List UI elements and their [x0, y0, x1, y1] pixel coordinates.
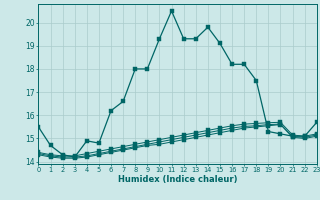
- X-axis label: Humidex (Indice chaleur): Humidex (Indice chaleur): [118, 175, 237, 184]
